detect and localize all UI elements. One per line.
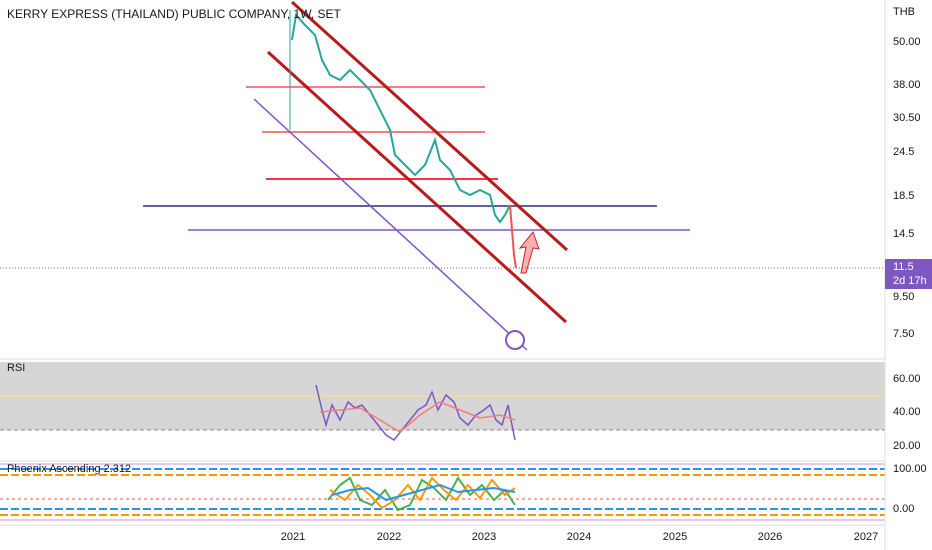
price-label: 24.5: [893, 146, 914, 158]
rsi-label: 60.00: [893, 373, 921, 385]
rsi-title: RSI: [7, 362, 25, 374]
chart-title: KERRY EXPRESS (THAILAND) PUBLIC COMPANY,…: [7, 7, 342, 21]
trend-line: [253, 98, 528, 351]
price-label: 30.50: [893, 112, 921, 124]
time-label: 2021: [281, 531, 305, 543]
price-label: 9.50: [893, 291, 914, 303]
time-label: 2024: [567, 531, 591, 543]
rsi-label: 40.00: [893, 406, 921, 418]
rsi-ma: [319, 401, 516, 433]
arrow: [518, 230, 540, 274]
indicator-label: 100.00: [893, 463, 927, 475]
currency-label: THB: [893, 6, 915, 18]
channel-lower: [266, 50, 568, 324]
price-candles: [291, 12, 511, 224]
price-label: 50.00: [893, 36, 921, 48]
time-label: 2027: [854, 531, 878, 543]
event-icon: [505, 330, 525, 350]
last-price-tag: [885, 259, 932, 289]
rsi-label: 20.00: [893, 440, 921, 452]
last-price: 11.5: [893, 261, 914, 273]
price-candles: [509, 204, 517, 269]
indicator-title: Phoenix Ascending 2.312: [7, 463, 131, 475]
time-label: 2025: [663, 531, 687, 543]
indicator-label: 0.00: [893, 503, 914, 515]
time-label: 2023: [472, 531, 496, 543]
osc-line: [331, 483, 516, 502]
countdown: 2d 17h: [893, 275, 927, 287]
price-label: 7.50: [893, 328, 914, 340]
price-label: 18.5: [893, 190, 914, 202]
rsi-line: [315, 384, 516, 441]
channel-upper: [290, 0, 569, 252]
price-label: 14.5: [893, 228, 914, 240]
price-label: 38.00: [893, 79, 921, 91]
time-label: 2026: [758, 531, 782, 543]
time-label: 2022: [377, 531, 401, 543]
